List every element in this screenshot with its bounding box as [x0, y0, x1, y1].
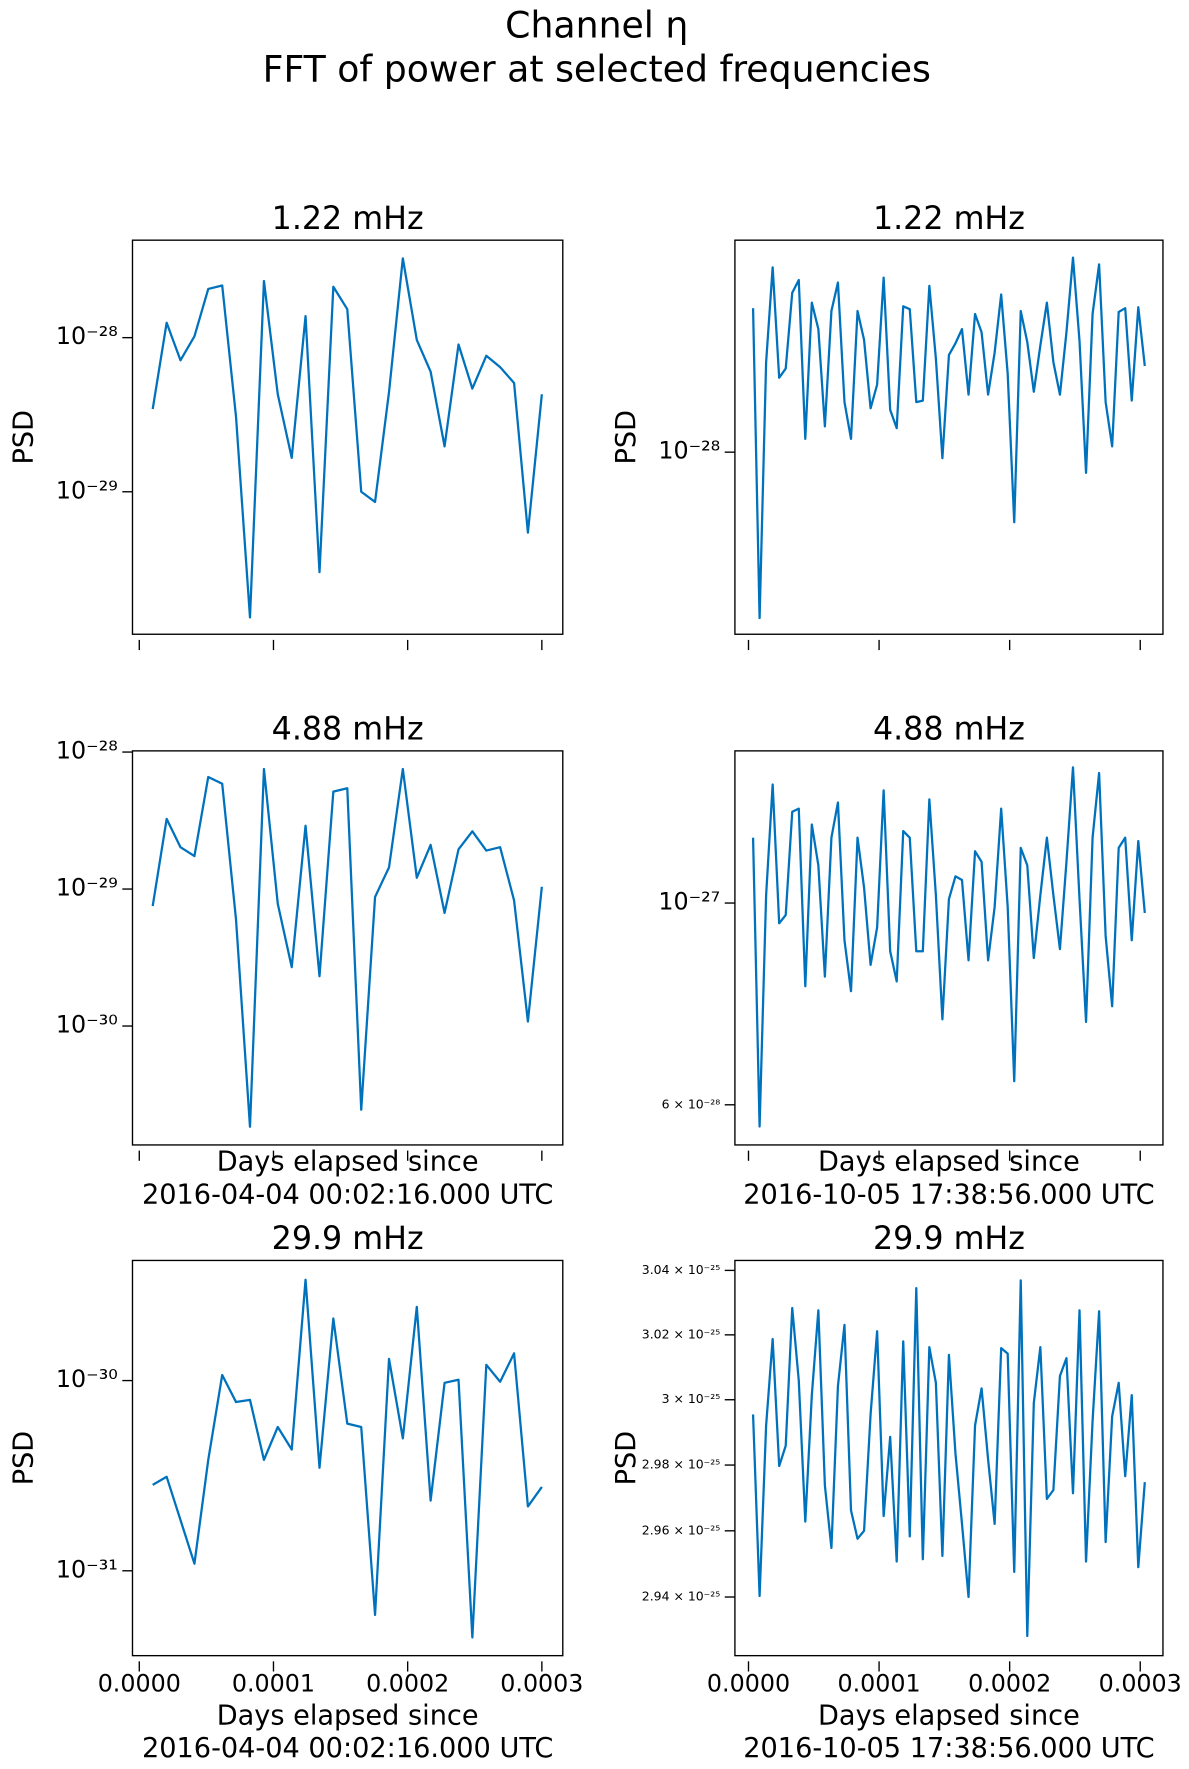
- y-tick-label: 3.02 × 10⁻²⁵: [642, 1326, 720, 1341]
- x-axis-label: Days elapsed since: [818, 1700, 1080, 1731]
- y-tick-label: 10⁻²⁸: [56, 737, 118, 765]
- plot-area: [734, 1259, 1164, 1657]
- subplot-title: 4.88 mHz: [272, 711, 424, 747]
- x-tick-label: 0.0000: [707, 1670, 790, 1698]
- y-axis-label: PSD: [8, 1431, 39, 1486]
- subplot-title: 29.9 mHz: [272, 1221, 424, 1257]
- subplot-title: 1.22 mHz: [272, 201, 424, 237]
- y-tick-label: 2.94 × 10⁻²⁵: [642, 1589, 720, 1604]
- y-tick-label: 10⁻²⁹: [56, 476, 118, 504]
- data-line: [151, 257, 543, 619]
- data-line: [751, 766, 1146, 1128]
- x-axis-label: Days elapsed since: [818, 1147, 1080, 1178]
- y-tick-label: 10⁻²⁸: [56, 322, 118, 350]
- x-tick-label: 0.0002: [366, 1670, 449, 1698]
- plot-area: [131, 750, 564, 1146]
- y-tick-label: 2.98 × 10⁻²⁵: [642, 1457, 720, 1472]
- x-axis-label: 2016-04-04 00:02:16.000 UTC: [142, 1733, 553, 1764]
- y-tick-label: 6 × 10⁻²⁸: [662, 1096, 721, 1111]
- plot-area: [131, 1259, 564, 1657]
- x-axis-label: 2016-04-04 00:02:16.000 UTC: [142, 1179, 553, 1210]
- x-tick-label: 0.0000: [98, 1670, 181, 1698]
- figure-title: Channel η: [505, 3, 688, 46]
- y-tick-label: 2.96 × 10⁻²⁵: [642, 1522, 720, 1537]
- x-axis-label: Days elapsed since: [217, 1147, 479, 1178]
- subplot-title: 4.88 mHz: [873, 711, 1025, 747]
- x-axis-label: 2016-10-05 17:38:56.000 UTC: [743, 1733, 1154, 1764]
- x-tick-label: 0.0001: [837, 1670, 920, 1698]
- data-line: [151, 767, 543, 1128]
- plot-area: [734, 239, 1164, 635]
- y-axis-label: PSD: [611, 410, 642, 465]
- y-axis-label: PSD: [611, 1431, 642, 1486]
- y-tick-label: 10⁻²⁸: [658, 437, 720, 465]
- y-tick-label: 10⁻³⁰: [56, 1011, 118, 1039]
- subplot-title: 1.22 mHz: [873, 201, 1025, 237]
- x-tick-label: 0.0002: [968, 1670, 1051, 1698]
- y-axis-label: PSD: [8, 410, 39, 465]
- x-axis-label: 2016-10-05 17:38:56.000 UTC: [743, 1179, 1154, 1210]
- subplot-title: 29.9 mHz: [873, 1221, 1025, 1257]
- plot-area: [734, 750, 1164, 1146]
- data-line: [152, 1278, 543, 1639]
- plot-area: [131, 239, 564, 635]
- y-tick-label: 10⁻²⁹: [56, 874, 118, 902]
- data-line: [751, 256, 1146, 620]
- data-line: [751, 1279, 1146, 1638]
- y-tick-label: 10⁻³¹: [56, 1555, 118, 1583]
- figure-subtitle: FFT of power at selected frequencies: [263, 47, 931, 90]
- x-tick-label: 0.0003: [500, 1670, 583, 1698]
- y-tick-label: 3.04 × 10⁻²⁵: [642, 1262, 720, 1277]
- x-tick-label: 0.0003: [1099, 1670, 1182, 1698]
- x-tick-label: 0.0001: [232, 1670, 315, 1698]
- y-tick-label: 10⁻³⁰: [56, 1365, 118, 1393]
- y-tick-label: 10⁻²⁷: [658, 888, 720, 916]
- x-axis-label: Days elapsed since: [217, 1700, 479, 1731]
- y-tick-label: 3 × 10⁻²⁵: [662, 1391, 721, 1406]
